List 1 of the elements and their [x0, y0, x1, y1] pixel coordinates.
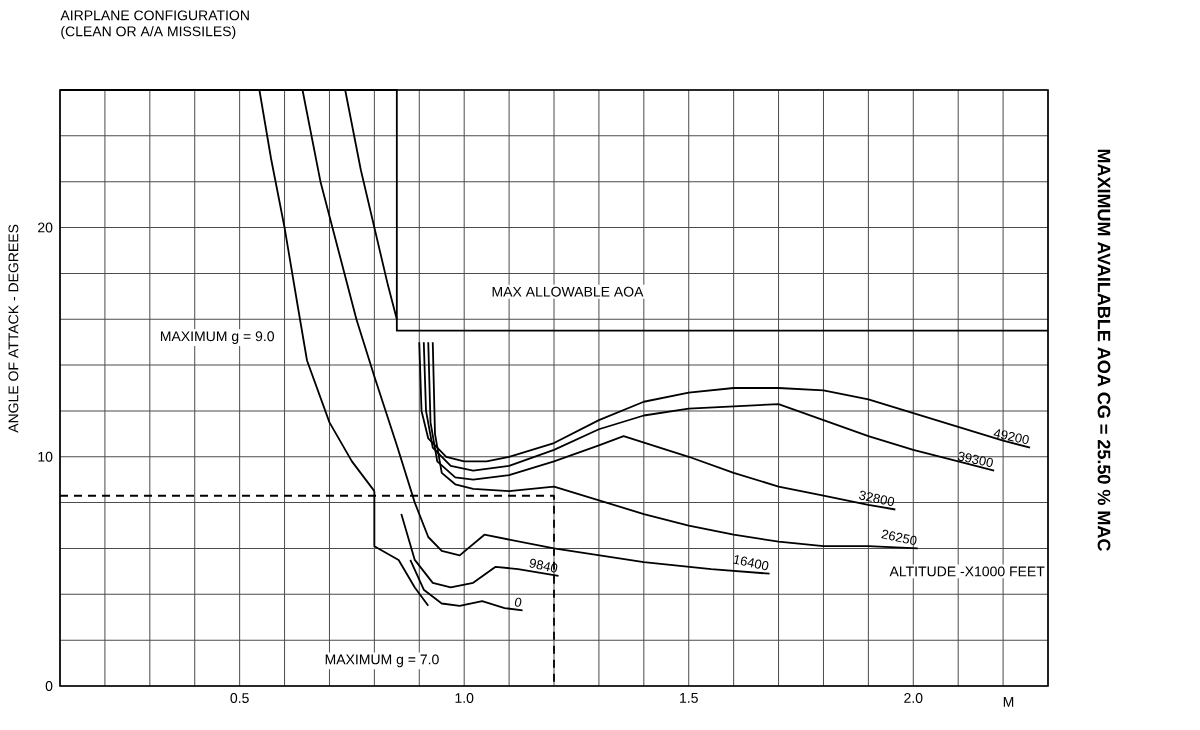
text: MAXIMUM AVAILABLE AOA CG = 25.50 % MAC: [1097, 149, 1111, 551]
